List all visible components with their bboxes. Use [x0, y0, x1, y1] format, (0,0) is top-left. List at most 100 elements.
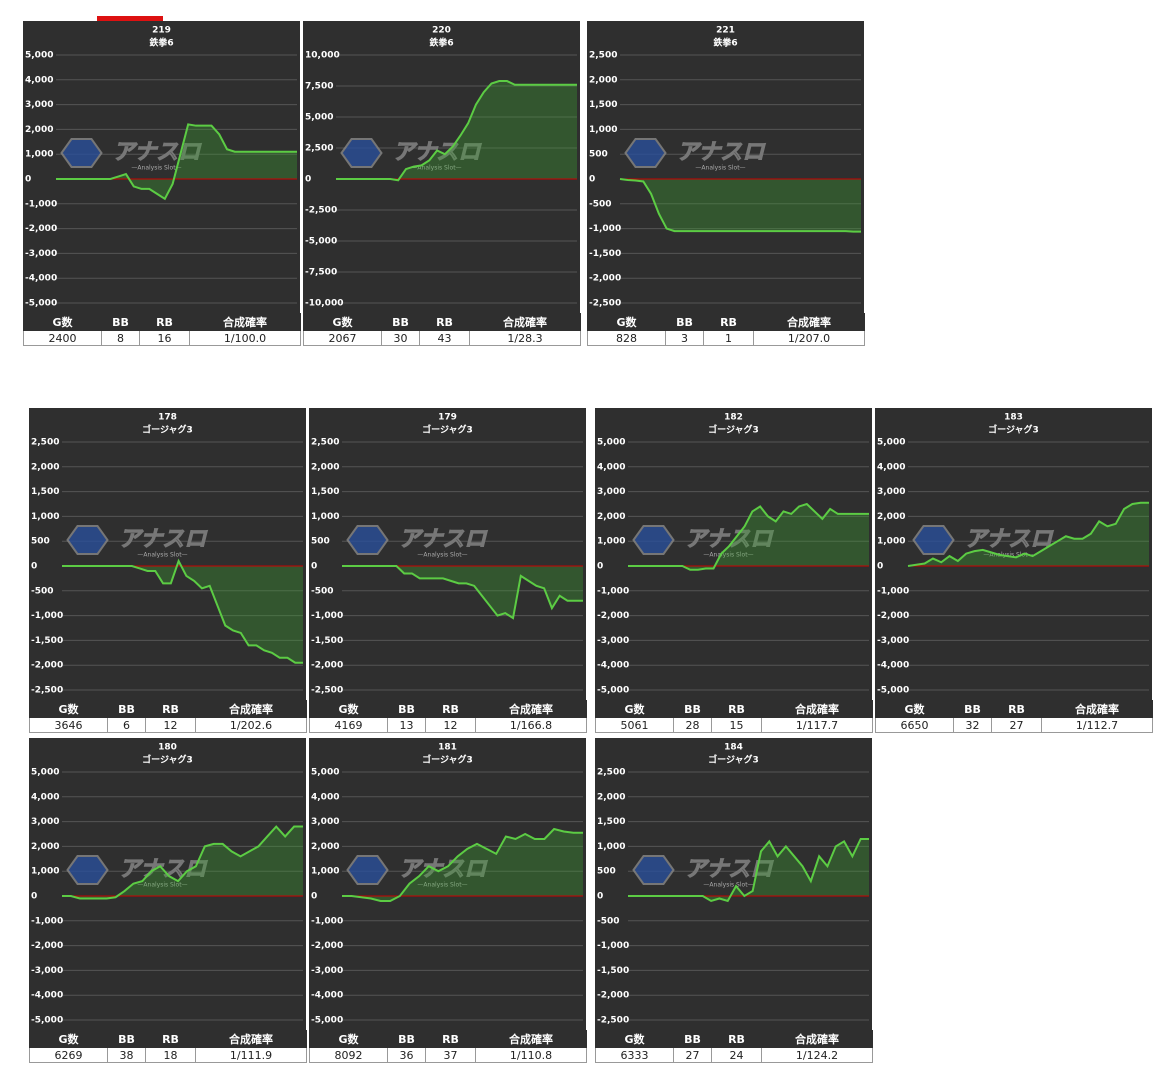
chart-panel: 180 ゴージャグ3 -5,000 -4,000 -3,000 -2,000 -1,000 0… [29, 738, 307, 1063]
y-tick-label: 1,000 [311, 867, 339, 877]
y-tick-label: 5,000 [597, 438, 625, 448]
data-cell: 24 [711, 1047, 762, 1063]
stats-table: G数 BB RB 合成確率 5061 28 15 1/117.7 [595, 700, 873, 733]
y-tick-label: 2,000 [597, 512, 625, 522]
y-tick-label: -2,000 [31, 941, 63, 951]
y-tick-label: 0 [311, 562, 317, 572]
watermark-sub: —Analysis Slot— [137, 882, 187, 889]
header-row: G数 BB RB 合成確率 [23, 313, 301, 331]
data-cell: 3 [665, 330, 704, 346]
y-tick-label: 0 [589, 175, 595, 185]
y-tick-label: 1,000 [31, 867, 59, 877]
chart-title: 183 [1004, 413, 1023, 423]
watermark-sub: —Analysis Slot— [131, 165, 181, 172]
header-cell: 合成確率 [469, 313, 581, 331]
y-tick-label: -4,000 [31, 991, 63, 1001]
header-cell: 合成確率 [195, 700, 307, 718]
y-tick-label: 1,500 [31, 487, 59, 497]
y-tick-label: 5,000 [311, 768, 339, 778]
watermark-sub: —Analysis Slot— [695, 165, 745, 172]
line [336, 80, 577, 182]
line [628, 502, 869, 571]
watermark-sub: —Analysis Slot— [703, 552, 753, 559]
watermark-logo [912, 525, 955, 555]
header-cell: RB [425, 700, 476, 718]
chart-subtitle: ゴージャグ3 [708, 754, 759, 766]
stats-table: G数 BB RB 合成確率 4169 13 12 1/166.8 [309, 700, 587, 733]
watermark-text: アナスロ [393, 140, 483, 165]
watermark-logo [632, 855, 675, 885]
stats-table: G数 BB RB 合成確率 6269 38 18 1/111.9 [29, 1030, 307, 1063]
y-tick-label: -2,000 [311, 941, 343, 951]
y-tick-label: -2,000 [589, 274, 621, 284]
y-tick-label: 2,000 [311, 842, 339, 852]
y-tick-label: 3,000 [877, 487, 905, 497]
data-cell: 1/124.2 [761, 1047, 873, 1063]
y-tick-label: 0 [597, 562, 603, 572]
data-cell: 18 [145, 1047, 196, 1063]
watermark-text: アナスロ [399, 527, 489, 552]
header-cell: G数 [595, 1030, 674, 1048]
y-tick-label: -3,000 [597, 636, 629, 646]
y-tick-label: -3,000 [25, 249, 57, 259]
y-tick-label: -5,000 [311, 1016, 343, 1026]
y-tick-label: 2,000 [31, 842, 59, 852]
y-tick-label: 3,000 [25, 100, 53, 110]
watermark-text: アナスロ [113, 140, 203, 165]
header-cell: RB [145, 700, 196, 718]
chart-title: 184 [724, 743, 743, 753]
y-tick-label: 0 [597, 892, 603, 902]
data-row: 2067 30 43 1/28.3 [303, 330, 581, 346]
data-row: 6333 27 24 1/124.2 [595, 1047, 873, 1063]
header-row: G数 BB RB 合成確率 [595, 700, 873, 718]
y-tick-label: -5,000 [877, 686, 909, 696]
y-tick-label: -5,000 [597, 686, 629, 696]
watermark-logo [66, 525, 109, 555]
line [62, 825, 303, 900]
data-row: 2400 8 16 1/100.0 [23, 330, 301, 346]
chart-panel: 179 ゴージャグ3 -2,500 -2,000 -1,500 -1,000 -500 0 50… [309, 408, 587, 733]
y-tick-label: 1,000 [597, 842, 625, 852]
chart-title: 219 [152, 26, 171, 36]
chart-title: 181 [438, 743, 457, 753]
y-tick-label: 3,000 [597, 487, 625, 497]
y-tick-label: 5,000 [877, 438, 905, 448]
header-row: G数 BB RB 合成確率 [29, 700, 307, 718]
y-tick-label: -1,000 [597, 941, 629, 951]
header-row: G数 BB RB 合成確率 [309, 700, 587, 718]
header-row: G数 BB RB 合成確率 [595, 1030, 873, 1048]
tab-active[interactable] [97, 16, 163, 21]
y-tick-label: 2,000 [877, 512, 905, 522]
chart-panel: 181 ゴージャグ3 -5,000 -4,000 -3,000 -2,000 -1,000 0… [309, 738, 587, 1063]
y-tick-label: -3,000 [31, 966, 63, 976]
data-cell: 37 [425, 1047, 476, 1063]
data-row: 4169 13 12 1/166.8 [309, 717, 587, 733]
chart-subtitle: ゴージャグ3 [142, 754, 193, 766]
chart-panel: 182 ゴージャグ3 -5,000 -4,000 -3,000 -2,000 -1,000 0… [595, 408, 873, 733]
watermark-logo [60, 138, 103, 168]
chart-panel: 178 ゴージャグ3 -2,500 -2,000 -1,500 -1,000 -500 0 50… [29, 408, 307, 733]
y-tick-label: 1,000 [311, 512, 339, 522]
chart-title: 179 [438, 413, 457, 423]
y-tick-label: 0 [31, 892, 37, 902]
header-cell: BB [107, 1030, 146, 1048]
y-tick-label: -500 [597, 916, 620, 926]
y-tick-label: 1,500 [311, 487, 339, 497]
line [342, 827, 583, 902]
header-cell: RB [703, 313, 754, 331]
y-tick-label: -1,000 [31, 916, 63, 926]
watermark-text: アナスロ [677, 140, 767, 165]
y-tick-label: 0 [305, 175, 311, 185]
y-tick-label: -2,500 [31, 686, 63, 696]
y-tick-label: -4,000 [597, 661, 629, 671]
watermark-sub: —Analysis Slot— [417, 882, 467, 889]
y-tick-label: -5,000 [305, 237, 337, 247]
y-tick-label: -1,500 [589, 249, 621, 259]
y-tick-label: -1,000 [311, 611, 343, 621]
